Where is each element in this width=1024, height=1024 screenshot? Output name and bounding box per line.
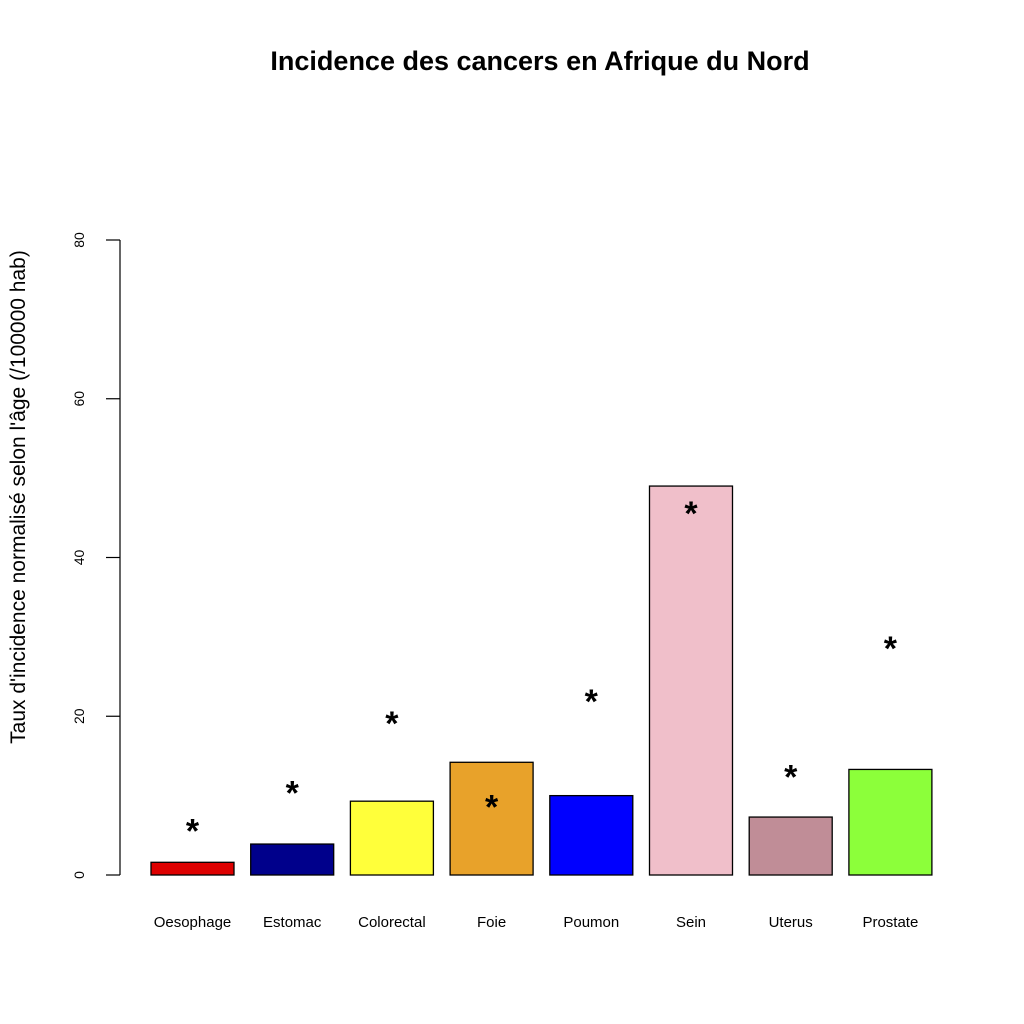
category-label: Sein (676, 914, 706, 931)
bar-colorectal (349, 800, 435, 876)
marker-estomac: * (286, 774, 300, 812)
marker-poumon: * (585, 683, 599, 721)
chart-title: Incidence des cancers en Afrique du Nord (270, 46, 809, 76)
y-axis-label: Taux d'incidence normalisé selon l'âge (… (7, 250, 30, 744)
marker-colorectal: * (385, 705, 399, 743)
category-label: Oesophage (154, 914, 232, 931)
bar-prostate (848, 768, 933, 876)
bar-uterus (748, 816, 833, 876)
y-tick-label: 80 (71, 232, 87, 248)
y-tick-label: 0 (71, 871, 87, 879)
category-label: Prostate (862, 914, 918, 931)
bar-poumon (549, 794, 634, 876)
marker-foie: * (485, 789, 499, 827)
category-label: Colorectal (358, 914, 426, 931)
category-label: Foie (477, 914, 506, 931)
y-tick-label: 20 (71, 708, 87, 724)
marker-oesophage: * (186, 812, 200, 850)
category-labels: Oesophage Estomac Colorectal Foie Poumon Sein… (154, 914, 919, 931)
y-axis: 0 20 40 60 80 (71, 232, 121, 879)
category-label: Uterus (769, 914, 813, 931)
bars (150, 485, 933, 876)
bar-estomac (250, 843, 335, 876)
bar-foie (449, 761, 534, 876)
bar-oesophage (150, 861, 235, 876)
y-tick-label: 40 (71, 550, 87, 566)
significance-markers: * * * * * * * * (186, 495, 898, 851)
category-label: Poumon (563, 914, 619, 931)
bar-sein (648, 485, 734, 876)
y-tick-label: 60 (71, 391, 87, 407)
marker-prostate: * (884, 630, 898, 668)
marker-uterus: * (784, 758, 798, 796)
marker-sein: * (684, 495, 698, 533)
category-label: Estomac (263, 914, 322, 931)
